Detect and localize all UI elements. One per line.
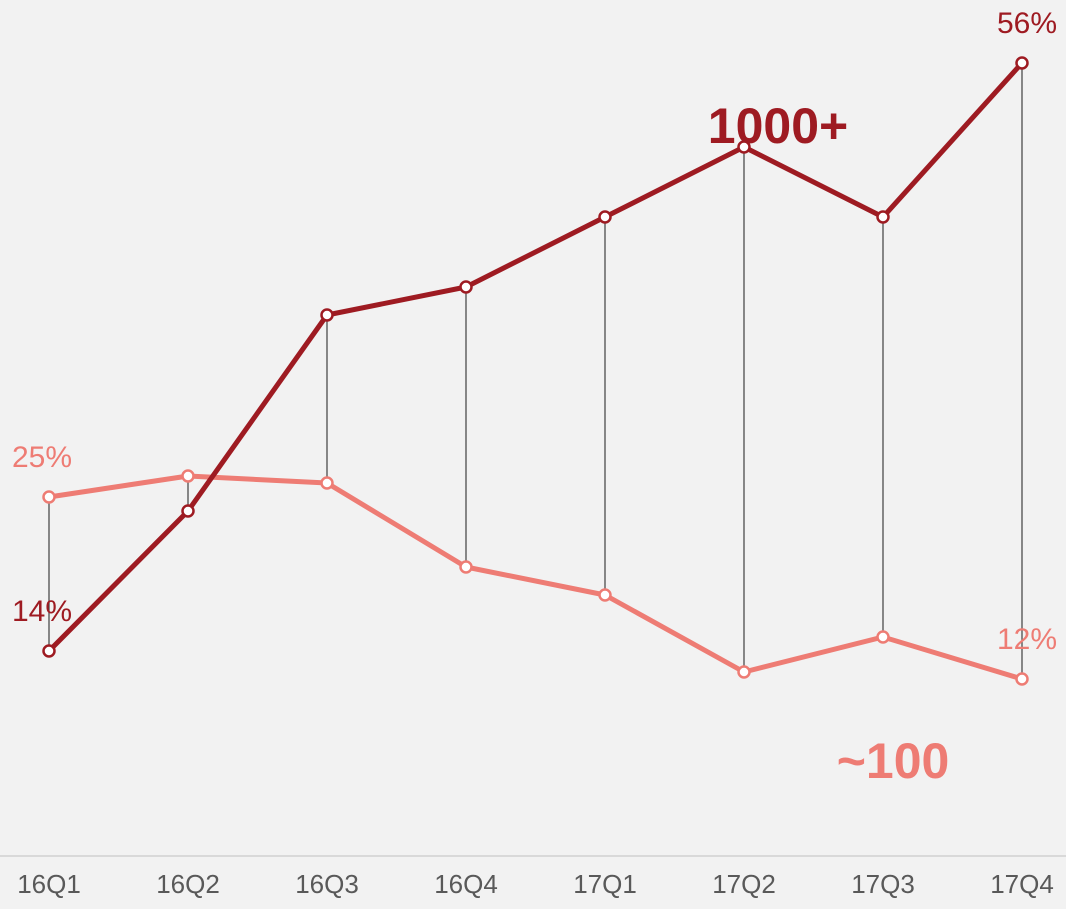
x-tick-label: 16Q3 [295,869,359,899]
point-marker [42,644,56,658]
value-label: 56% [997,7,1057,40]
x-tick-label: 17Q3 [851,869,915,899]
point-marker [737,665,751,679]
x-tick-label: 17Q4 [990,869,1054,899]
value-label: 12% [997,623,1057,656]
value-label: 25% [12,441,72,474]
point-marker [876,210,890,224]
x-tick-label: 17Q2 [712,869,776,899]
x-tick-label: 16Q4 [434,869,498,899]
point-marker [1015,56,1029,70]
x-tick-label: 16Q1 [17,869,81,899]
point-marker [181,504,195,518]
series-annotation: ~100 [837,733,950,789]
series-line [47,61,1024,653]
x-tick-label: 16Q2 [156,869,220,899]
value-label: 14% [12,595,72,628]
point-marker [737,140,751,154]
point-marker [598,588,612,602]
point-marker [459,280,473,294]
series-annotation: 1000+ [708,98,848,154]
point-marker [598,210,612,224]
point-marker [876,630,890,644]
point-marker [42,490,56,504]
x-tick-label: 17Q1 [573,869,637,899]
point-marker [320,308,334,322]
point-marker [459,560,473,574]
point-marker [181,469,195,483]
point-marker [1015,672,1029,686]
point-marker [320,476,334,490]
